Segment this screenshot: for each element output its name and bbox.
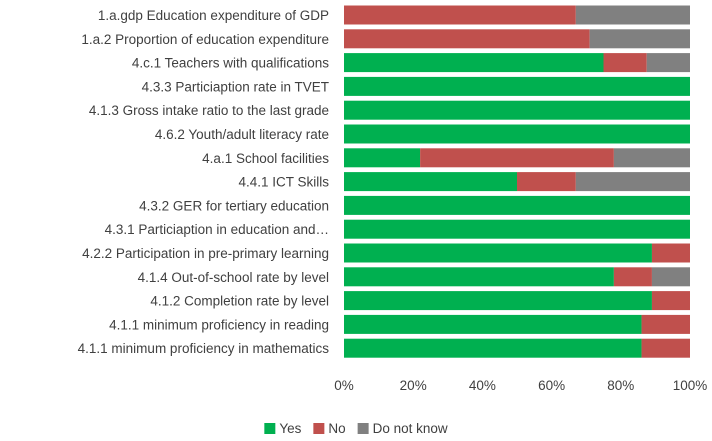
bar-segment-yes [344, 76, 690, 96]
bar-segment-do-not-know [575, 5, 690, 25]
bar-segment-no [651, 243, 690, 263]
bar-segment-no [517, 172, 576, 192]
bar-segment-do-not-know [646, 53, 690, 73]
category-label: 4.3.3 Particiaption rate in TVET [142, 79, 329, 94]
bar-segment-do-not-know [589, 29, 690, 49]
bar-segment-no [641, 314, 690, 334]
category-label: 4.a.1 School facilities [202, 151, 329, 166]
category-label: 4.c.1 Teachers with qualifications [132, 56, 329, 71]
bar-segment-no [651, 291, 690, 311]
legend-swatch-yes [264, 423, 276, 434]
x-axis-ticks: 0% 20% 40% 60% 80% 100% [334, 378, 707, 393]
category-label: 4.1.3 Gross intake ratio to the last gra… [89, 103, 329, 118]
bar-segment-yes [344, 172, 517, 192]
category-label: 1.a.2 Proportion of education expenditur… [81, 32, 329, 47]
bar-segment-no [641, 338, 690, 358]
x-tick-label: 100% [673, 378, 708, 393]
bar-segment-no [613, 267, 652, 287]
bar-segment-yes [344, 267, 614, 287]
x-tick-label: 0% [334, 378, 354, 393]
category-label: 4.1.2 Completion rate by level [150, 294, 329, 309]
bar-segment-no [420, 148, 614, 168]
bar-segment-no [603, 53, 647, 73]
x-tick-label: 40% [469, 378, 496, 393]
category-label: 4.1.4 Out-of-school rate by level [138, 270, 329, 285]
bar-segment-yes [344, 195, 690, 215]
bar-segment-no [344, 29, 590, 49]
bar-segment-do-not-know [575, 172, 690, 192]
bar-segment-yes [344, 100, 690, 120]
category-label: 1.a.gdp Education expenditure of GDP [98, 8, 329, 23]
category-label: 4.3.2 GER for tertiary education [139, 198, 329, 213]
bar-segment-yes [344, 148, 421, 168]
category-labels: 1.a.gdp Education expenditure of GDP 1.a.… [78, 8, 330, 356]
legend-label: Do not know [373, 421, 448, 436]
legend-label: Yes [279, 421, 301, 436]
x-tick-label: 60% [538, 378, 565, 393]
legend-swatch-no [313, 423, 325, 434]
bar-segment-yes [344, 53, 604, 73]
bar-segment-do-not-know [651, 267, 690, 287]
bar-series [344, 5, 690, 358]
bar-segment-yes [344, 124, 690, 144]
category-label: 4.6.2 Youth/adult literacy rate [155, 127, 329, 142]
bar-segment-do-not-know [613, 148, 690, 168]
bar-segment-yes [344, 291, 652, 311]
category-label: 4.4.1 ICT Skills [238, 175, 329, 190]
legend: Yes No Do not know [264, 421, 448, 436]
category-label: 4.3.1 Particiaption in education and… [105, 222, 329, 237]
bar-segment-yes [344, 314, 642, 334]
category-label: 4.2.2 Participation in pre-primary learn… [82, 246, 329, 261]
legend-label: No [328, 421, 345, 436]
bar-segment-no [344, 5, 576, 25]
bar-segment-yes [344, 243, 652, 263]
bar-segment-yes [344, 338, 642, 358]
bar-segment-yes [344, 219, 690, 239]
x-tick-label: 80% [607, 378, 634, 393]
category-label: 4.1.1 minimum proficiency in reading [109, 317, 329, 332]
category-label: 4.1.1 minimum proficiency in mathematics [78, 341, 330, 356]
legend-swatch-do-not-know [357, 423, 369, 434]
x-tick-label: 20% [400, 378, 427, 393]
